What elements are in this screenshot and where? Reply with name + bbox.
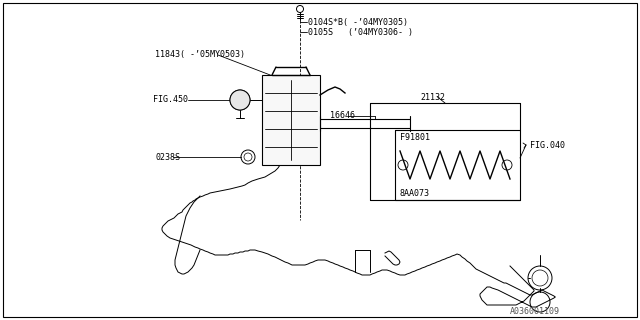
- Text: 0105S   (’04MY0306- ): 0105S (’04MY0306- ): [308, 28, 413, 36]
- Text: 16646: 16646: [330, 111, 355, 121]
- Text: 0104S*B( -’04MY0305): 0104S*B( -’04MY0305): [308, 18, 408, 27]
- Circle shape: [230, 90, 250, 110]
- Text: 11843( -’05MY0503): 11843( -’05MY0503): [155, 51, 245, 60]
- Text: 21132: 21132: [420, 92, 445, 101]
- Text: FIG.040: FIG.040: [530, 140, 565, 149]
- Text: 8AA073: 8AA073: [400, 189, 430, 198]
- Bar: [262, 75, 320, 165]
- Text: F91801: F91801: [400, 133, 430, 142]
- Text: A036001109: A036001109: [510, 307, 560, 316]
- Text: FIG.450: FIG.450: [153, 95, 188, 105]
- Text: 0238S: 0238S: [155, 153, 180, 162]
